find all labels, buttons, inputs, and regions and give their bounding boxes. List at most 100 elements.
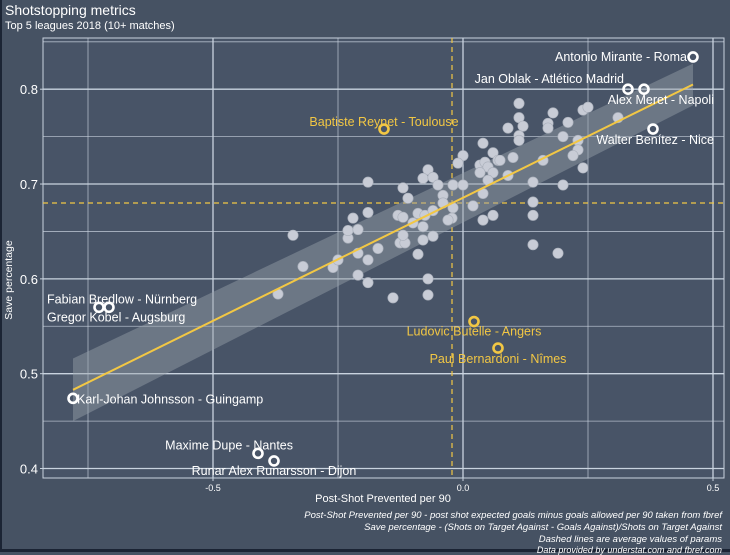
data-point <box>457 150 469 162</box>
data-point <box>442 214 454 226</box>
highlighted-player: Antonio Mirante - Roma <box>555 50 699 64</box>
data-point <box>417 221 429 233</box>
data-point <box>557 179 569 191</box>
caption-line-2: Save percentage - (Shots on Target Again… <box>364 522 722 533</box>
data-point <box>562 116 574 128</box>
highlighted-point <box>622 83 634 96</box>
highlighted-player: Paul Bernardoni - Nîmes <box>430 342 567 366</box>
caption-line-1: Post-Shot Prevented per 90 - post shot e… <box>304 510 722 521</box>
data-point <box>557 131 569 143</box>
data-point <box>527 239 539 251</box>
highlighted-player: Alex Meret - Napoli <box>608 83 714 107</box>
data-point <box>417 234 429 246</box>
data-point <box>527 209 539 221</box>
player-label: Jan Oblak - Atlético Madrid <box>475 72 624 86</box>
player-label: Walter Benítez - Nice <box>596 133 714 147</box>
regression-line <box>72 83 694 391</box>
x-tick-label: -0.5 <box>205 483 221 493</box>
data-point <box>502 122 514 134</box>
highlighted-point <box>647 123 659 135</box>
highlighted-point <box>378 123 390 135</box>
y-tick-label: 0.4 <box>20 462 38 477</box>
player-label: Alex Meret - Napoli <box>608 93 714 107</box>
plot-panel <box>42 37 725 479</box>
data-point <box>422 164 434 176</box>
data-point <box>582 101 594 113</box>
data-point <box>577 162 589 174</box>
highlighted-point <box>687 51 699 63</box>
data-point <box>527 176 539 188</box>
highlighted-point <box>268 455 280 467</box>
data-point <box>402 192 414 204</box>
highlighted-player: Ludovic Butelle - Angers <box>407 315 542 339</box>
data-point <box>527 196 539 208</box>
y-tick-label: 0.8 <box>20 82 38 97</box>
player-label: Fabian Bredlow - Nürnberg <box>47 292 197 306</box>
data-point <box>477 137 489 149</box>
x-tick-label: 0.0 <box>457 483 470 493</box>
player-label: Baptiste Reynet - Toulouse <box>309 115 458 129</box>
data-point <box>362 206 374 218</box>
highlighted-player: Gregor Kobel - Augsburg <box>47 301 185 324</box>
player-label: Antonio Mirante - Roma <box>555 50 687 64</box>
chart-subtitle: Top 5 leagues 2018 (10+ matches) <box>5 20 175 32</box>
highlighted-player: Jan Oblak - Atlético Madrid <box>475 72 634 96</box>
highlighted-point <box>252 447 264 460</box>
confidence-band <box>73 63 693 422</box>
highlighted-points-layer: Antonio Mirante - Roma Jan Oblak - Atléti… <box>47 50 714 478</box>
data-point <box>432 179 444 191</box>
data-point <box>487 167 499 179</box>
highlighted-player: Baptiste Reynet - Toulouse <box>309 115 459 135</box>
data-point <box>287 229 299 241</box>
data-point <box>422 289 434 301</box>
data-point <box>352 224 364 236</box>
data-point <box>362 254 374 266</box>
data-point <box>547 107 559 119</box>
x-axis-label: Post-Shot Prevented per 90 <box>315 493 451 505</box>
data-point <box>494 154 506 166</box>
data-point <box>552 247 564 259</box>
data-point <box>542 122 554 134</box>
caption-line-3: Dashed lines are average values of param… <box>538 534 722 545</box>
data-point <box>447 179 459 191</box>
player-label: Paul Bernardoni - Nîmes <box>430 352 567 366</box>
data-point <box>487 147 499 159</box>
data-point <box>412 248 424 260</box>
data-point <box>362 277 374 289</box>
data-point <box>417 172 429 184</box>
points-layer <box>272 97 624 304</box>
player-label: Maxime Dupe - Nantes <box>165 438 293 452</box>
highlighted-point <box>492 342 504 354</box>
data-point <box>387 292 399 304</box>
y-axis-label: Save percentage <box>3 240 15 320</box>
data-point <box>567 150 579 162</box>
data-point <box>397 182 409 194</box>
data-point <box>362 176 374 188</box>
axes-layer: -0.5 0.0 0.5 0.4 0.5 0.6 0.7 0.8 <box>20 82 719 493</box>
data-point <box>477 214 489 226</box>
data-point <box>347 212 359 224</box>
data-point <box>487 209 499 221</box>
data-point <box>507 151 519 163</box>
data-point <box>517 120 529 132</box>
highlighted-player: Walter Benítez - Nice <box>596 123 714 147</box>
caption-line-4: Data provided by understat.com and fbref… <box>536 545 722 555</box>
data-point <box>474 167 486 179</box>
data-point <box>352 269 364 281</box>
data-point <box>397 229 409 241</box>
data-point <box>513 97 525 109</box>
data-point <box>422 273 434 285</box>
mean-lines <box>43 38 724 478</box>
highlighted-player: Karl-Johan Johnsson - Guingamp <box>67 392 263 406</box>
data-point <box>397 211 409 223</box>
highlighted-point <box>67 392 79 405</box>
highlighted-point <box>468 315 480 328</box>
player-label: Ludovic Butelle - Angers <box>407 325 542 339</box>
highlighted-point <box>638 83 650 96</box>
player-label: Gregor Kobel - Augsburg <box>47 310 185 324</box>
x-tick-label: 0.5 <box>707 483 720 493</box>
highlighted-player: Maxime Dupe - Nantes <box>165 438 293 460</box>
highlighted-point <box>103 301 115 314</box>
